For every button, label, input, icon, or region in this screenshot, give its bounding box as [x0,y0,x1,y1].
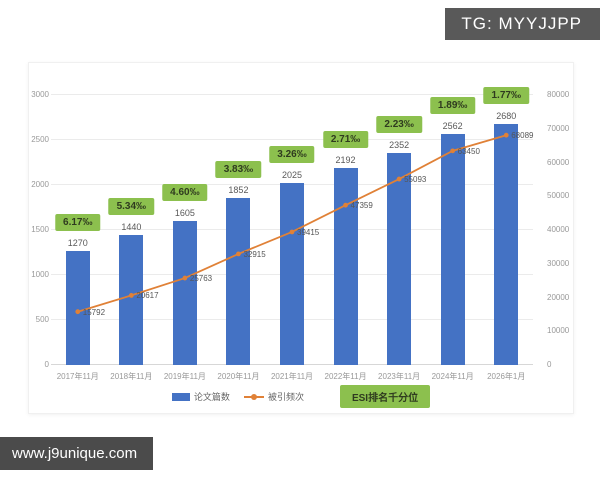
chart-panel: 0 500 1000 1500 2000 2500 3000 0 10000 20000 30000… [28,62,574,414]
line-value-label: 63450 [457,146,480,156]
esi-percent-badge: 2.23‰ [376,116,422,134]
esi-percent-badge: 5.34‰ [108,198,155,216]
line-point-marker-icon [128,293,134,298]
legend-badge-esi: ESI排名千分位 [339,385,431,408]
right-axis-tick: 40000 [547,225,570,234]
right-axis-tick: 70000 [547,123,570,133]
x-axis-label: 2022年11月 [324,372,367,381]
line-point-marker-icon [182,275,188,281]
x-axis-label: 2021年11月 [270,372,314,381]
bar [172,220,197,365]
line-value-label: 55093 [404,175,427,185]
gridline [51,94,533,95]
line-value-label: 25763 [189,274,213,284]
line-point-marker-icon [343,202,348,208]
esi-percent-badge: 6.17‰ [55,213,101,231]
left-axis-tick: 500 [35,315,49,324]
right-axis-tick: 50000 [547,191,570,201]
right-axis-tick: 60000 [547,157,570,167]
x-axis-label: 2019年11月 [163,372,206,381]
legend: 论文篇数 被引频次 ESI排名千分位 [29,385,573,408]
bar [65,250,90,365]
line-point-marker-icon [75,309,81,315]
bar-value-label: 1270 [67,237,88,248]
bar-value-label: 2025 [281,169,303,180]
bar-value-label: 1605 [174,207,195,218]
legend-item-citations[interactable]: 被引频次 [243,390,304,403]
gridline [51,139,533,140]
left-axis-tick: 0 [44,360,49,369]
line-point-marker-icon [236,251,241,257]
bar-swatch-icon [171,392,190,401]
line-value-label: 47359 [350,201,373,211]
right-axis-tick: 20000 [547,292,570,302]
bar-value-label: 2680 [496,110,517,121]
bar [387,153,412,365]
legend-item-papers[interactable]: 论文篇数 [171,390,230,403]
bar-value-label: 1852 [228,185,249,196]
x-axis-label: 2026年1月 [487,372,526,381]
line-point-marker-icon [396,176,402,182]
line-dot-icon [250,393,257,400]
bar [494,123,519,365]
left-axis-tick: 1000 [31,270,49,279]
esi-percent-badge: 3.26‰ [269,145,315,163]
esi-percent-badge: 1.89‰ [429,97,476,115]
citation-line [75,132,509,315]
x-axis-label: 2024年11月 [431,372,474,381]
x-axis-label: 2020年11月 [217,372,260,381]
esi-percent-badge: 1.77‰ [483,86,529,104]
x-axis-label: 2023年11月 [378,372,421,381]
url-watermark: www.j9unique.com [0,437,154,470]
plot-area: 0 500 1000 1500 2000 2500 3000 0 10000 20000 30000… [31,86,569,381]
bar-value-label: 1440 [121,222,142,233]
line-value-label: 68089 [511,131,534,141]
line-swatch-icon [243,393,264,400]
bar [226,198,251,365]
line-point-marker-icon [289,229,295,235]
esi-percent-badge: 2.71‰ [322,130,369,148]
bar [119,235,144,365]
bar [280,182,304,365]
line-value-label: 39415 [297,227,320,237]
x-axis-label: 2018年11月 [110,372,153,381]
left-axis-tick: 2000 [31,180,49,189]
line-value-label: 20617 [136,291,159,301]
esi-percent-badge: 4.60‰ [162,183,208,201]
bar [440,134,465,365]
right-axis-tick: 0 [547,360,552,369]
right-axis-tick: 10000 [547,326,570,336]
esi-percent-badge: 3.83‰ [215,161,262,179]
right-axis-tick: 30000 [547,258,570,268]
left-axis-tick: 3000 [31,90,49,99]
bar-value-label: 2192 [335,154,356,165]
legend-label-citations: 被引频次 [267,392,304,402]
tg-badge: TG: MYYJJPP [445,8,600,40]
legend-label-papers: 论文篇数 [193,392,230,402]
line-point-marker-icon [450,148,456,154]
line-value-label: 32915 [243,249,266,259]
bar-value-label: 2352 [389,140,410,151]
line-point-marker-icon [503,132,509,138]
right-axis-tick: 80000 [547,90,570,99]
line-value-label: 15792 [82,307,106,317]
bar-value-label: 2562 [442,121,463,132]
left-axis-tick: 1500 [31,225,49,234]
left-axis-tick: 2500 [31,135,49,144]
x-axis-label: 2017年11月 [56,372,99,381]
